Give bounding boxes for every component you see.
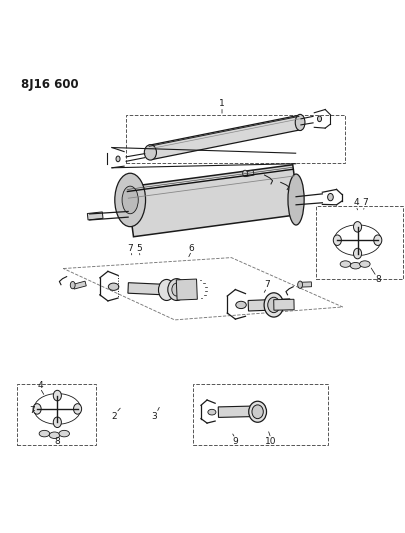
Ellipse shape [373,235,381,246]
Ellipse shape [252,405,262,418]
Polygon shape [176,279,197,300]
Ellipse shape [267,297,279,313]
Polygon shape [126,165,298,237]
Polygon shape [218,406,251,417]
Text: 8: 8 [54,437,60,446]
Ellipse shape [49,432,60,439]
Ellipse shape [171,283,181,296]
Ellipse shape [115,173,145,227]
Polygon shape [299,282,311,287]
Polygon shape [128,282,173,295]
Ellipse shape [353,248,361,259]
Text: 7: 7 [29,406,35,415]
Ellipse shape [333,225,380,256]
Ellipse shape [167,279,185,301]
Ellipse shape [122,186,138,214]
Text: 7: 7 [127,244,133,253]
Text: 8J16 600: 8J16 600 [21,78,78,91]
Ellipse shape [263,293,283,317]
Ellipse shape [53,390,61,401]
Ellipse shape [359,261,369,268]
Text: 6: 6 [188,244,194,253]
Ellipse shape [317,116,321,122]
Ellipse shape [73,403,81,414]
Polygon shape [73,281,86,289]
Polygon shape [247,299,290,311]
Ellipse shape [327,193,333,201]
Text: 4: 4 [352,198,358,207]
Ellipse shape [333,235,341,246]
Ellipse shape [242,170,247,176]
Text: 1: 1 [219,99,224,108]
Ellipse shape [59,430,69,437]
Ellipse shape [39,430,49,437]
Ellipse shape [158,279,174,301]
Polygon shape [149,115,301,159]
Ellipse shape [339,261,350,268]
Polygon shape [273,299,293,310]
Ellipse shape [235,301,246,309]
Text: 3: 3 [151,411,157,421]
Ellipse shape [34,393,81,424]
Ellipse shape [116,156,120,161]
Ellipse shape [33,403,41,414]
Ellipse shape [53,417,61,427]
Text: 9: 9 [232,437,238,446]
Polygon shape [87,212,103,220]
Text: 2: 2 [111,411,117,421]
Ellipse shape [108,283,119,290]
Ellipse shape [353,222,361,232]
Ellipse shape [144,145,156,160]
Text: 10: 10 [264,437,276,446]
Ellipse shape [70,281,75,289]
Ellipse shape [207,409,215,415]
Ellipse shape [297,281,302,288]
Text: 7: 7 [361,198,367,207]
Polygon shape [245,170,254,176]
Ellipse shape [350,262,360,269]
Text: 4: 4 [37,381,43,390]
Text: 7: 7 [263,280,269,289]
Ellipse shape [248,401,266,422]
Text: 5: 5 [136,244,142,253]
Ellipse shape [294,115,304,131]
Text: 8: 8 [374,275,380,284]
Ellipse shape [287,174,303,225]
